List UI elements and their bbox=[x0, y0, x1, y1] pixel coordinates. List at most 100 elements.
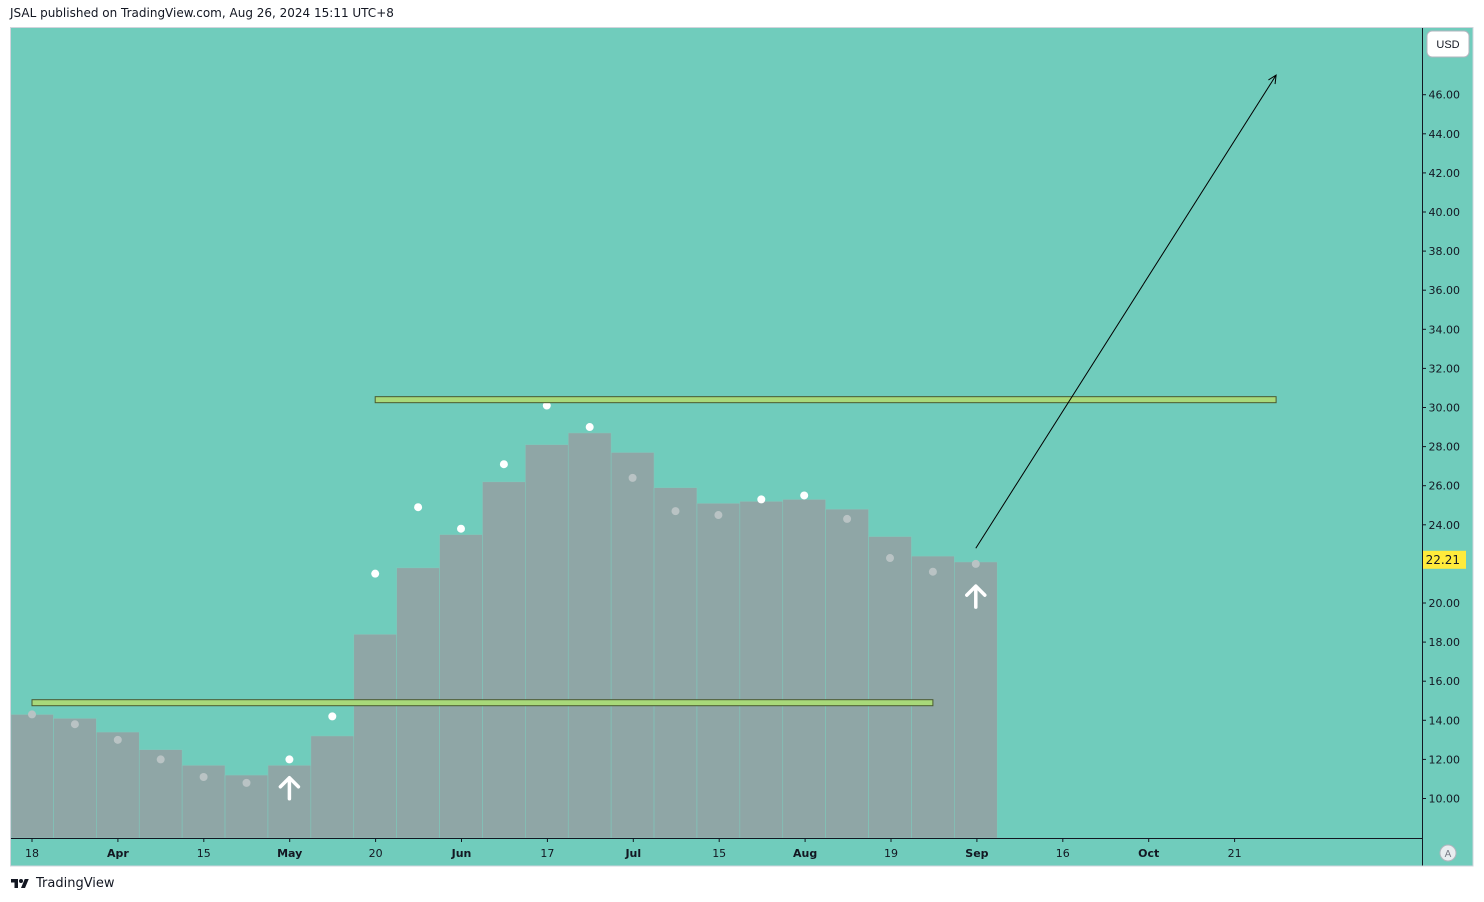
price-bar bbox=[610, 452, 655, 839]
x-tick-label: 21 bbox=[1228, 847, 1242, 860]
x-tick-label: Jun bbox=[451, 847, 472, 860]
x-tick-label: Jul bbox=[624, 847, 641, 860]
tradingview-logo-icon bbox=[11, 878, 29, 888]
publish-header: JSAL published on TradingView.com, Aug 2… bbox=[10, 6, 394, 20]
sar-dot bbox=[628, 473, 637, 482]
x-tick-label: Oct bbox=[1138, 847, 1159, 860]
sar-dot bbox=[542, 401, 551, 410]
levels-layer bbox=[31, 396, 1277, 707]
dots-layer bbox=[28, 401, 980, 787]
sar-dot bbox=[843, 514, 852, 523]
price-bar bbox=[10, 714, 54, 839]
y-tick-label: 46.00 bbox=[1429, 89, 1461, 102]
sar-dot bbox=[499, 460, 508, 469]
sar-dot bbox=[585, 423, 594, 432]
auto-scale-label: A bbox=[1445, 849, 1452, 860]
buy-signal-arrow-icon bbox=[278, 775, 301, 801]
currency-badge[interactable]: USD bbox=[1426, 30, 1470, 58]
projection-line[interactable] bbox=[975, 74, 1277, 549]
sar-dot bbox=[671, 507, 680, 516]
price-bar bbox=[482, 481, 526, 839]
price-bar bbox=[696, 502, 741, 839]
sar-dot bbox=[199, 772, 208, 781]
price-bar bbox=[353, 633, 397, 839]
sar-dot bbox=[285, 755, 294, 764]
sar-dot bbox=[328, 712, 337, 721]
x-tick-label: 16 bbox=[1056, 847, 1070, 860]
y-tick-label: 42.00 bbox=[1429, 167, 1461, 180]
y-axis-area[interactable] bbox=[1422, 28, 1473, 866]
sar-dot bbox=[414, 503, 423, 512]
buy-signal-arrow-icon bbox=[965, 584, 987, 609]
sar-dot bbox=[757, 495, 766, 504]
x-tick-label: Aug bbox=[793, 847, 817, 860]
bars-layer bbox=[10, 432, 998, 839]
y-tick-label: 44.00 bbox=[1429, 128, 1461, 141]
x-tick-label: Sep bbox=[965, 847, 988, 860]
price-bar bbox=[310, 735, 355, 839]
y-tick-label: 36.00 bbox=[1429, 284, 1461, 297]
sar-dot bbox=[156, 755, 165, 764]
y-tick-label: 18.00 bbox=[1429, 636, 1461, 649]
x-tick-label: Apr bbox=[107, 847, 129, 860]
sar-dot bbox=[928, 567, 937, 576]
price-bar bbox=[567, 432, 612, 839]
sar-dot bbox=[457, 524, 465, 533]
x-tick-label: 18 bbox=[25, 847, 39, 860]
price-bar bbox=[911, 555, 955, 839]
y-tick-label: 34.00 bbox=[1429, 323, 1461, 336]
x-tick-label: 17 bbox=[540, 847, 554, 860]
price-bar bbox=[525, 444, 569, 839]
y-tick-label: 38.00 bbox=[1429, 245, 1461, 258]
sar-dot bbox=[113, 735, 122, 744]
projection-arrowhead-icon bbox=[1268, 74, 1277, 85]
projection-layer bbox=[975, 74, 1277, 549]
sar-dot bbox=[28, 710, 36, 719]
sar-dot bbox=[971, 559, 980, 568]
y-tick-label: 24.00 bbox=[1429, 519, 1461, 532]
y-tick-label: 12.00 bbox=[1429, 753, 1461, 766]
price-bar bbox=[138, 749, 183, 839]
price-bar bbox=[53, 718, 97, 839]
price-bar bbox=[868, 536, 912, 839]
x-tick-label: May bbox=[277, 847, 302, 860]
y-tick-label: 20.00 bbox=[1429, 597, 1461, 610]
sar-dot bbox=[371, 569, 380, 578]
y-tick-label: 10.00 bbox=[1429, 793, 1461, 806]
price-bar bbox=[653, 487, 698, 839]
resistance-level[interactable] bbox=[374, 396, 1277, 404]
auto-scale-button[interactable]: A bbox=[1439, 844, 1457, 862]
y-tick-label: 40.00 bbox=[1429, 206, 1461, 219]
y-tick-label: 28.00 bbox=[1429, 441, 1461, 454]
sar-dot bbox=[242, 778, 251, 787]
price-bar bbox=[782, 499, 826, 839]
price-bar bbox=[439, 534, 483, 839]
footer-brand[interactable]: TradingView bbox=[10, 876, 115, 891]
sar-dot bbox=[800, 491, 809, 500]
y-tick-label: 32.00 bbox=[1429, 362, 1461, 375]
sar-dot bbox=[886, 554, 894, 563]
price-bar bbox=[96, 731, 140, 839]
publish-text: JSAL published on TradingView.com, Aug 2… bbox=[10, 6, 394, 20]
chart-frame bbox=[10, 27, 1474, 867]
last-price-label: 22.21 bbox=[1426, 553, 1460, 567]
price-bar bbox=[739, 501, 784, 839]
signals-layer bbox=[278, 584, 987, 801]
y-tick-label: 14.00 bbox=[1429, 714, 1461, 727]
x-tick-label: 15 bbox=[712, 847, 726, 860]
last-price-tag: 22.21 bbox=[1423, 550, 1466, 569]
sar-dot bbox=[714, 511, 723, 520]
currency-label: USD bbox=[1436, 39, 1459, 51]
x-tick-label: 15 bbox=[197, 847, 211, 860]
y-tick-label: 30.00 bbox=[1429, 402, 1461, 415]
x-tick-label: 20 bbox=[369, 847, 383, 860]
support-level[interactable] bbox=[31, 699, 934, 707]
y-tick-label: 26.00 bbox=[1429, 480, 1461, 493]
x-tick-label: 19 bbox=[884, 847, 898, 860]
x-axis-area[interactable] bbox=[11, 838, 1422, 866]
y-tick-label: 16.00 bbox=[1429, 675, 1461, 688]
x-axis-ticks: 18 Apr 15 May 20 Jun 17 Jul 15 Aug 19 Sep 16 Oct 21 bbox=[25, 838, 1242, 860]
price-bar bbox=[825, 508, 869, 839]
footer-brand-text: TradingView bbox=[36, 876, 115, 891]
